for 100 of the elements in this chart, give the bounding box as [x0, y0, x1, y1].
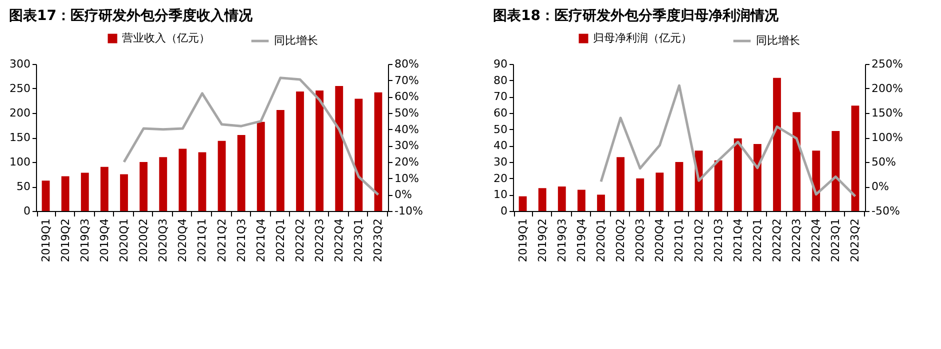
bar: [832, 130, 840, 211]
chart-title: 图表17：医疗研发外包分季度收入情况: [9, 7, 254, 24]
bar: [256, 122, 265, 211]
x-tick-label: 2020Q3: [634, 218, 647, 262]
bar: [636, 178, 644, 211]
x-tick-label: 2022Q3: [313, 218, 326, 262]
y2-tick-label: 60%: [394, 90, 419, 104]
bar: [773, 78, 781, 211]
bar: [296, 91, 304, 211]
y-tick-label: 0: [500, 204, 508, 218]
x-tick-label: 2020Q3: [156, 218, 170, 262]
x-tick-label: 2023Q1: [829, 218, 842, 262]
line-series: [600, 84, 856, 198]
bar: [538, 188, 546, 211]
bar: [100, 166, 108, 211]
y-tick-label: 250: [10, 82, 30, 95]
y-tick-label: 200: [10, 106, 30, 120]
y2-tick-label: 150%: [872, 106, 903, 120]
x-tick-label: 2022Q1: [750, 218, 764, 262]
x-tick-label: 2021Q4: [731, 218, 744, 262]
y2-tick-label: -10%: [394, 204, 423, 218]
y2-tick-label: 100%: [872, 131, 903, 144]
x-tick-label: 2023Q2: [848, 218, 862, 262]
bar: [316, 90, 324, 211]
x-tick-label: 2021Q2: [692, 218, 706, 262]
x-tick-label: 2019Q1: [39, 218, 52, 262]
x-tick-label: 2019Q3: [555, 218, 568, 262]
y-tick-label: 40: [494, 139, 508, 152]
x-tick-label: 2022Q4: [332, 218, 346, 262]
bar: [656, 172, 664, 211]
y-tick-label: 150: [10, 131, 30, 144]
x-tick-label: 2019Q2: [58, 218, 72, 262]
x-tick-label: 2022Q1: [274, 218, 287, 262]
x-tick-label: 2019Q2: [536, 218, 549, 262]
x-tick-label: 2020Q4: [653, 218, 666, 262]
x-tick-label: 2021Q1: [196, 218, 209, 262]
bar: [159, 157, 168, 211]
y2-tick-label: 70%: [394, 74, 419, 87]
x-tick-label: 2021Q3: [712, 218, 725, 262]
x-tick-label: 2020Q2: [614, 218, 628, 262]
bar: [198, 152, 206, 211]
bar: [140, 162, 148, 211]
y-tick-label: 70: [494, 90, 508, 104]
x-tick-label: 2023Q2: [372, 218, 385, 262]
bar: [714, 160, 722, 211]
x-tick-label: 2021Q2: [215, 218, 228, 262]
bar: [178, 148, 187, 211]
x-tick-label: 2021Q4: [254, 218, 268, 262]
x-tick-label: 2019Q3: [78, 218, 92, 262]
y-tick-label: 100: [10, 156, 30, 168]
bar: [42, 180, 50, 211]
bar: [335, 86, 344, 211]
bar: [518, 196, 527, 211]
bar: [237, 135, 246, 211]
bar: [80, 172, 89, 211]
bar: [374, 92, 382, 211]
line-series: [122, 76, 380, 196]
bar: [792, 112, 801, 211]
y-tick-label: 20: [494, 172, 508, 185]
x-tick-label: 2020Q2: [137, 218, 150, 262]
y2-tick-label: 20%: [394, 156, 419, 168]
y-tick-label: 60: [494, 106, 508, 120]
bar: [812, 150, 820, 211]
x-tick-label: 2019Q4: [98, 218, 111, 262]
y-tick-label: 50: [16, 180, 30, 193]
x-tick-label: 2022Q4: [810, 218, 823, 262]
bar: [120, 174, 128, 211]
legend-label: 营业收入（亿元）: [122, 32, 210, 44]
x-tick-label: 2020Q1: [594, 218, 608, 262]
y2-tick-label: 0%: [394, 188, 412, 202]
y-tick-label: 10: [494, 188, 508, 202]
x-tick-label: 2022Q2: [770, 218, 784, 262]
y-tick-label: 30: [494, 156, 508, 168]
bar: [753, 144, 762, 211]
y-tick-label: 90: [494, 58, 508, 70]
x-tick-label: 2020Q4: [176, 218, 190, 262]
y2-tick-label: 30%: [394, 139, 419, 152]
bar: [558, 186, 566, 211]
x-tick-label: 2019Q4: [574, 218, 588, 262]
legend-label: 同比增长: [756, 34, 800, 47]
y2-tick-label: 50%: [394, 106, 419, 120]
y-tick-label: 0: [24, 204, 30, 218]
bar: [218, 140, 226, 211]
bar: [734, 138, 742, 211]
x-tick-label: 2019Q1: [516, 218, 530, 262]
y2-tick-label: 250%: [872, 58, 903, 70]
bar: [577, 190, 586, 211]
y2-tick-label: 200%: [872, 82, 903, 95]
y-tick-label: 50: [494, 122, 508, 136]
y2-tick-label: 50%: [872, 156, 896, 168]
x-tick-label: 2022Q3: [790, 218, 804, 262]
y2-tick-label: 0%: [872, 180, 889, 193]
bar: [851, 106, 860, 211]
x-tick-label: 2021Q1: [672, 218, 686, 262]
y-tick-label: 300: [10, 58, 30, 70]
bar: [276, 110, 284, 211]
bar: [354, 98, 363, 211]
y-tick-label: 80: [494, 74, 508, 87]
bar: [675, 162, 684, 211]
legend-label: 同比增长: [274, 34, 318, 47]
